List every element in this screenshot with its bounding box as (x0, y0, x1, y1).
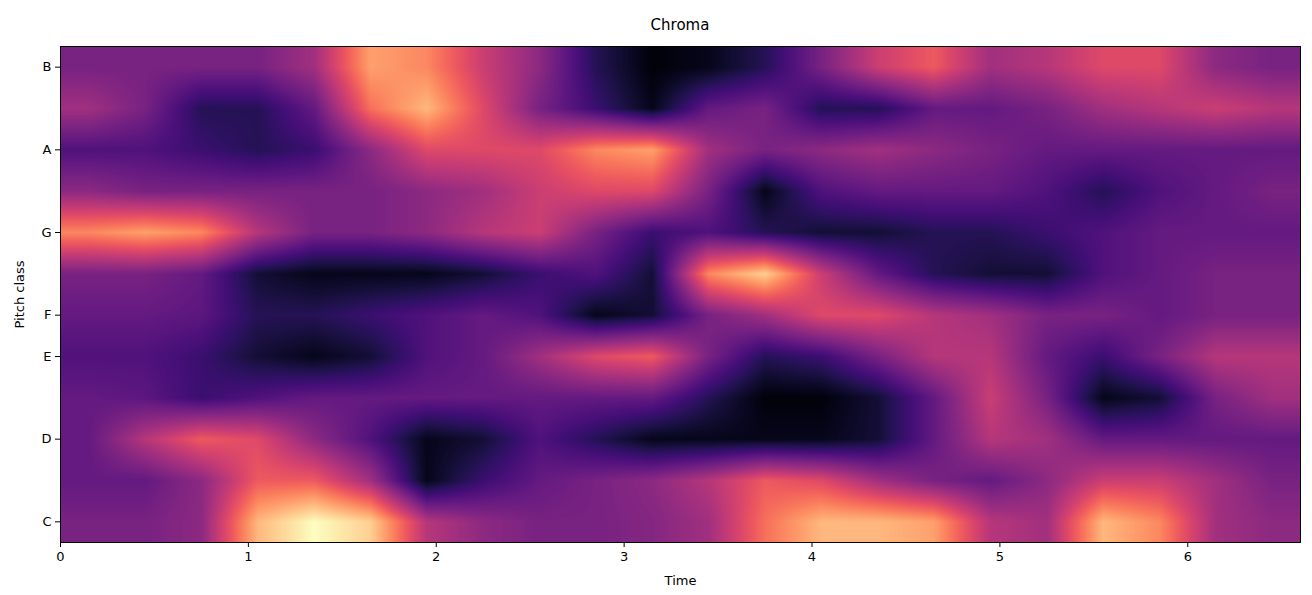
svg-text:C: C (42, 514, 51, 529)
svg-text:3: 3 (620, 549, 628, 564)
svg-text:Pitch class: Pitch class (12, 260, 27, 328)
svg-text:6: 6 (1184, 549, 1192, 564)
svg-text:E: E (43, 349, 51, 364)
svg-text:1: 1 (244, 549, 252, 564)
svg-text:B: B (43, 59, 52, 74)
svg-text:4: 4 (808, 549, 816, 564)
svg-text:0: 0 (56, 549, 64, 564)
html-text:Chroma: Chroma (650, 16, 710, 34)
svg-text:F: F (44, 307, 51, 322)
svg-text:D: D (41, 431, 51, 446)
svg-text:2: 2 (432, 549, 440, 564)
svg-text:Time: Time (664, 573, 697, 588)
svg-text:G: G (41, 225, 51, 240)
svg-text:5: 5 (996, 549, 1004, 564)
svg-text:A: A (43, 142, 52, 157)
